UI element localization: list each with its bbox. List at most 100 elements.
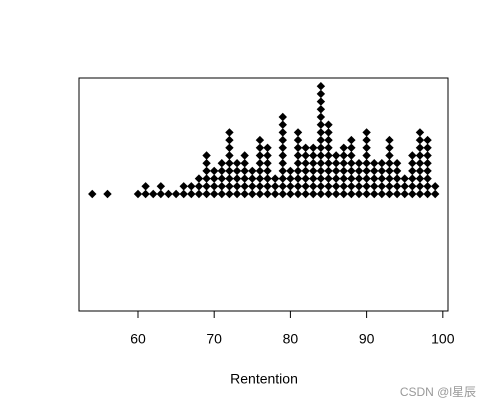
dot <box>377 166 387 176</box>
dot <box>430 189 440 199</box>
dot <box>248 174 257 183</box>
dot <box>408 166 417 176</box>
dot <box>408 159 417 168</box>
dot <box>278 120 287 129</box>
dot <box>209 174 219 183</box>
dot <box>103 189 112 199</box>
dot <box>385 174 394 183</box>
dot <box>309 174 318 183</box>
dot <box>202 182 211 191</box>
dot <box>263 151 272 160</box>
dot <box>324 166 333 176</box>
dot <box>385 151 394 160</box>
dot <box>309 189 318 199</box>
dot <box>278 135 287 145</box>
dot <box>415 182 425 191</box>
dot <box>179 189 188 199</box>
dot <box>316 151 326 160</box>
dot <box>362 143 371 152</box>
dot <box>232 182 242 191</box>
dot <box>248 166 257 176</box>
dot <box>347 166 356 176</box>
dot <box>309 166 318 176</box>
dot <box>255 151 265 160</box>
dot <box>202 189 211 199</box>
dot <box>400 189 409 199</box>
dot <box>263 182 272 191</box>
dot <box>324 135 333 145</box>
dot <box>301 174 310 183</box>
dot <box>423 151 432 160</box>
dot <box>187 182 196 191</box>
dot <box>202 151 211 160</box>
dot <box>347 135 356 145</box>
dot <box>347 143 356 152</box>
dot <box>415 159 425 168</box>
dot <box>392 166 402 176</box>
dot <box>240 159 249 168</box>
dot <box>194 182 204 191</box>
dot <box>316 105 326 114</box>
dot <box>286 182 295 191</box>
dot <box>324 120 333 129</box>
dot <box>217 159 227 168</box>
dot <box>179 182 188 191</box>
dot <box>133 189 143 199</box>
dot <box>309 151 318 160</box>
dot <box>225 128 234 137</box>
dot <box>217 166 227 176</box>
dot <box>415 143 425 152</box>
dot <box>354 182 364 191</box>
dot <box>278 166 287 176</box>
dot <box>339 166 348 176</box>
dot <box>347 151 356 160</box>
dot <box>194 174 204 183</box>
dot <box>278 128 287 137</box>
dot <box>309 159 318 168</box>
x-tick-label: 70 <box>206 331 222 347</box>
dot <box>316 189 326 199</box>
dot <box>415 189 425 199</box>
dot <box>270 182 280 191</box>
dot <box>415 174 425 183</box>
dot <box>354 189 364 199</box>
dot <box>377 159 387 168</box>
dot <box>255 182 265 191</box>
watermark: CSDN @l星辰 <box>400 385 476 399</box>
dot <box>156 189 166 199</box>
dot <box>316 182 326 191</box>
dot <box>240 189 249 199</box>
dot <box>415 166 425 176</box>
dot <box>423 182 432 191</box>
dot <box>263 174 272 183</box>
dot <box>164 189 173 199</box>
dot <box>217 182 227 191</box>
x-axis-label: Rentention <box>230 371 298 387</box>
dot <box>362 189 371 199</box>
dot <box>255 174 265 183</box>
dot <box>255 159 265 168</box>
dot <box>232 166 242 176</box>
dot <box>232 189 242 199</box>
dot <box>408 189 417 199</box>
dot <box>362 135 371 145</box>
dot <box>293 151 303 160</box>
dot <box>370 189 379 199</box>
dot <box>149 189 158 199</box>
dot <box>339 182 348 191</box>
dot <box>255 143 265 152</box>
dot <box>293 135 303 145</box>
dot <box>316 82 326 91</box>
dot <box>225 189 234 199</box>
dot <box>248 182 257 191</box>
dot <box>293 182 303 191</box>
dot <box>316 112 326 122</box>
dot <box>202 159 211 168</box>
dot <box>415 151 425 160</box>
dot <box>370 174 379 183</box>
dot <box>316 97 326 106</box>
dot <box>331 174 341 183</box>
dot <box>293 174 303 183</box>
dot <box>324 159 333 168</box>
dot <box>278 143 287 152</box>
